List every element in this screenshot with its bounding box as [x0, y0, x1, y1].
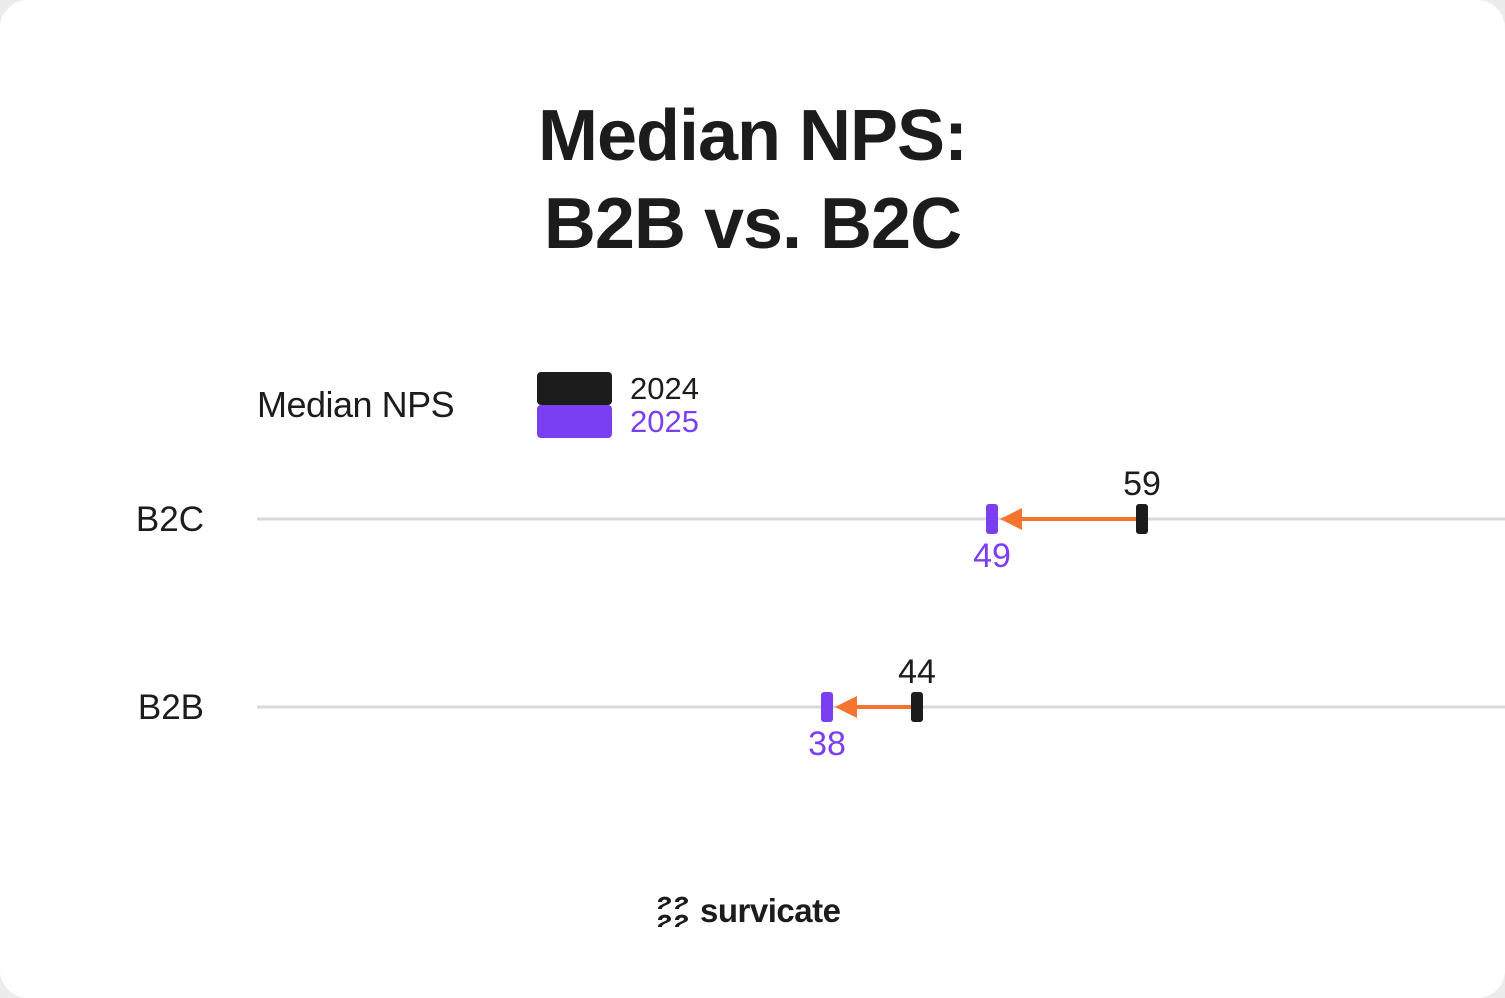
chart-title: Median NPS: B2B vs. B2C — [0, 92, 1505, 268]
brand-name: survicate — [700, 892, 841, 929]
category-label-b2b: B2B — [138, 688, 204, 727]
marker-2024-b2c — [1136, 504, 1148, 534]
legend-swatch-2024 — [537, 372, 612, 405]
chart-title-line-2: B2B vs. B2C — [543, 184, 962, 264]
value-label-2024-b2c: 59 — [1123, 465, 1161, 503]
marker-2025-b2b — [821, 692, 833, 722]
value-label-2025-b2b: 38 — [808, 725, 846, 763]
chart-title-line-1: Median NPS: — [537, 96, 968, 176]
brand-logo: survicate — [654, 892, 841, 930]
legend-swatch-2025 — [537, 405, 612, 438]
change-arrow-head-b2b — [835, 696, 857, 718]
value-label-2025-b2c: 49 — [973, 537, 1011, 575]
change-arrow-head-b2c — [1000, 508, 1022, 530]
legend-entry-2025: 2025 — [630, 404, 699, 439]
value-label-2024-b2b: 44 — [898, 653, 936, 691]
marker-2025-b2c — [986, 504, 998, 534]
survicate-logo-icon — [658, 896, 688, 927]
category-label-b2c: B2C — [136, 500, 204, 539]
legend-label: Median NPS — [257, 384, 455, 425]
legend-entry-2024: 2024 — [630, 371, 699, 406]
marker-2024-b2b — [911, 692, 923, 722]
